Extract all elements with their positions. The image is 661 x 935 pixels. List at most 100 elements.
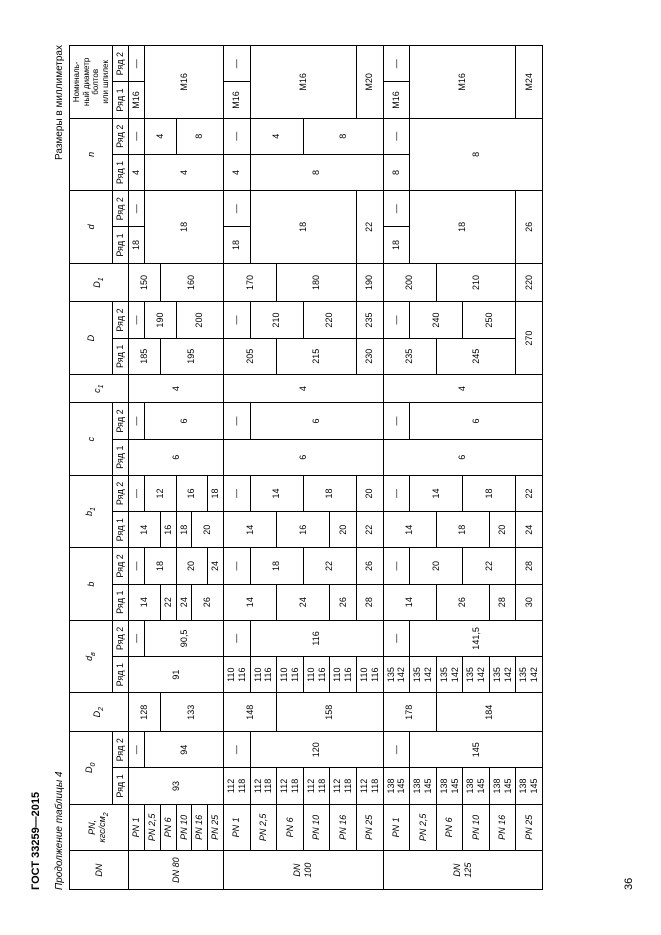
dn100-b-r1-5: 26 bbox=[330, 584, 357, 620]
col-n: n bbox=[70, 118, 113, 190]
dn100-bolt-rest: M16 bbox=[250, 46, 356, 119]
dn80-D-r1-1: 185 bbox=[129, 338, 161, 374]
dn125-n-r1-1: 8 bbox=[383, 154, 410, 190]
dn100-b-r1-3: 24 bbox=[277, 584, 330, 620]
dn80-b1-r1-1: 14 bbox=[129, 512, 161, 548]
col-c: c bbox=[70, 403, 113, 475]
dn100-d-r2-1: — bbox=[223, 191, 250, 227]
dn80-D-r2-2: 190 bbox=[144, 302, 176, 338]
dn100-D1-b: 180 bbox=[277, 263, 357, 302]
dn125-d2-b: 184 bbox=[436, 693, 542, 732]
col-pn: PN,кгс/см2 bbox=[70, 804, 129, 851]
dn80-D1-a: 150 bbox=[129, 263, 161, 302]
dn100-c-r2-rest: 6 bbox=[250, 403, 383, 439]
dn100-d0-r1-6: 112118 bbox=[356, 768, 383, 804]
dn125-dv-r1-5: 135142 bbox=[489, 657, 516, 693]
pn125-1: PN 1 bbox=[383, 804, 410, 851]
dn80-c-r2-rest: 6 bbox=[144, 403, 223, 439]
dn100-D-r2-2: 210 bbox=[250, 302, 303, 338]
dn80-b1-r2-6: 18 bbox=[208, 475, 224, 511]
gost-title: ГОСТ 33259—2015 bbox=[30, 792, 42, 890]
dn80-dv-r2-1: — bbox=[129, 620, 145, 656]
table-caption-left: Продолжение таблицы 4 bbox=[54, 771, 65, 890]
dn125-b1-r2-2: 14 bbox=[410, 475, 463, 511]
dn80-d0-r2-1: — bbox=[129, 732, 145, 768]
dn80-d0-r1: 93 bbox=[129, 768, 224, 804]
header-row-1: DN PN,кгс/см2 D0 D2 dв b b1 c c1 D D1 d … bbox=[70, 46, 113, 890]
dn125-b-r2-2: 20 bbox=[410, 548, 463, 584]
pn-16: PN 16 bbox=[192, 804, 208, 851]
dn125-dv-r1-6: 135142 bbox=[516, 657, 543, 693]
dn125-bolt-r1-1: M16 bbox=[383, 82, 410, 118]
bolt-r2: Ряд 2 bbox=[113, 46, 129, 82]
dn100-d-rest: 18 bbox=[250, 191, 356, 263]
dn125-D-r2-1: — bbox=[383, 302, 410, 338]
dn100-d0-r1-4: 112118 bbox=[303, 768, 330, 804]
dn80-b1-r2-1: — bbox=[129, 475, 145, 511]
b1-r1: Ряд 1 bbox=[113, 512, 129, 548]
dn80-b-r2-4: 20 bbox=[176, 548, 208, 584]
dn125-d0-r1-6: 138145 bbox=[516, 768, 543, 804]
dn125-b1-r1-6: 24 bbox=[516, 512, 543, 548]
dn125-d0-r1-4: 138145 bbox=[463, 768, 490, 804]
dn80-bolt-r1-1: M16 bbox=[129, 82, 145, 118]
pn125-25b: PN 25 bbox=[516, 804, 543, 851]
dn100-b-r1-1: 14 bbox=[223, 584, 276, 620]
dn125-b-r2-4: 22 bbox=[463, 548, 516, 584]
dn100-b1-r1-6: 22 bbox=[356, 512, 383, 548]
dn80-D-r1-3: 195 bbox=[160, 338, 223, 374]
d0-r2: Ряд 2 bbox=[113, 732, 129, 768]
dn80-b1-r1-5: 20 bbox=[192, 512, 224, 548]
dn100-b1-r1-3: 16 bbox=[277, 512, 330, 548]
dn100-bolt-r1-1: M16 bbox=[223, 82, 250, 118]
dn100-D-r1-6: 230 bbox=[356, 338, 383, 374]
dn125-d-rest: 18 bbox=[410, 191, 516, 263]
dn125-b1-r1-1: 14 bbox=[383, 512, 436, 548]
dn100-b1-r1-1: 14 bbox=[223, 512, 276, 548]
pn-10: PN 10 bbox=[176, 804, 192, 851]
dn100-n-r1-rest: 8 bbox=[250, 154, 383, 190]
dn100-D-r1-3: 215 bbox=[277, 338, 357, 374]
pn125-25: PN 2,5 bbox=[410, 804, 437, 851]
dn100-b1-r2-2: 14 bbox=[250, 475, 303, 511]
dn125-c1: 4 bbox=[383, 374, 543, 402]
dn100-D1-c: 190 bbox=[356, 263, 383, 302]
d-r1: Ряд 1 bbox=[113, 227, 129, 263]
dn100-D-r2-4: 220 bbox=[303, 302, 356, 338]
dn80-dv-r1: 91 bbox=[129, 657, 224, 693]
dn125-D-r2-2: 240 bbox=[410, 302, 463, 338]
dn125-bolt-last: M24 bbox=[516, 46, 543, 119]
dn100-b1-r2-1: — bbox=[223, 475, 250, 511]
dn100-d0-r2-1: — bbox=[223, 732, 250, 768]
c-r2: Ряд 2 bbox=[113, 403, 129, 439]
dn100-n-r2-a: 4 bbox=[250, 118, 303, 154]
dn100-dv-r1-4: 110116 bbox=[303, 657, 330, 693]
dn80-b-r1-1: 14 bbox=[129, 584, 161, 620]
pn125-16: PN 16 bbox=[489, 804, 516, 851]
n-r1: Ряд 1 bbox=[113, 154, 129, 190]
dn125-b1-r1-3: 18 bbox=[436, 512, 489, 548]
dn125-d2-a: 178 bbox=[383, 693, 436, 732]
dn125-d-r2-1: — bbox=[383, 191, 410, 227]
dv-r1: Ряд 1 bbox=[113, 657, 129, 693]
dn125-c-r2-1: — bbox=[383, 403, 410, 439]
dn125-bolt-rest: M16 bbox=[410, 46, 516, 119]
dn100-pn1: DN100 PN 1 112118 — 148 110116 — 14 — 14… bbox=[223, 46, 250, 890]
dn125-dv-r2-1: — bbox=[383, 620, 410, 656]
col-c1: c1 bbox=[70, 374, 129, 402]
dn80-bolt-rest: M16 bbox=[144, 46, 223, 119]
header-row-2: Ряд 1 Ряд 2 Ряд 1 Ряд 2 Ряд 1 Ряд 2 Ряд … bbox=[113, 46, 129, 890]
dn80-b-r2-6: 24 bbox=[208, 548, 224, 584]
dn100-dv-r1-3: 110116 bbox=[277, 657, 304, 693]
dn100-D-r2-6: 235 bbox=[356, 302, 383, 338]
dn80-D-r2-4: 200 bbox=[176, 302, 223, 338]
dn125-D-6: 270 bbox=[516, 302, 543, 374]
col-b: b bbox=[70, 548, 113, 620]
dn100-b-r1-6: 28 bbox=[356, 584, 383, 620]
dn80-c-r1: 6 bbox=[129, 439, 224, 475]
dn100-D-r1-1: 205 bbox=[223, 338, 276, 374]
pn-6: PN 6 bbox=[160, 804, 176, 851]
dn125-label: DN125 bbox=[383, 851, 543, 890]
dn100-b1-r2-4: 18 bbox=[303, 475, 356, 511]
col-b1: b1 bbox=[70, 475, 113, 547]
